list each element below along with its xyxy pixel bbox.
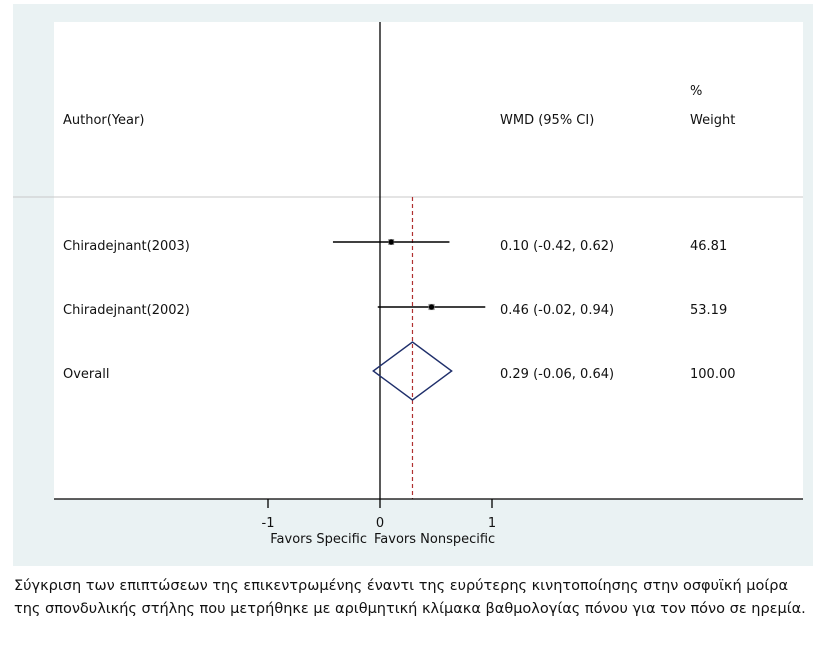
study-point-1 xyxy=(388,239,394,245)
header-weight: Weight xyxy=(690,113,735,128)
study-label-1: Chiradejnant(2003) xyxy=(63,239,190,254)
study-weight-2: 53.19 xyxy=(690,303,727,318)
figure-caption: Σύγκριση των επιπτώσεων της επικεντρωμέν… xyxy=(14,578,806,617)
study-ci-text-2: 0.46 (-0.02, 0.94) xyxy=(500,303,614,318)
header-estimate: WMD (95% CI) xyxy=(500,113,594,128)
overall-weight: 100.00 xyxy=(690,367,736,382)
header-study: Author(Year) xyxy=(63,113,144,128)
x-tick-label-0: 0 xyxy=(376,516,384,531)
x-tick-label-1: 1 xyxy=(488,516,496,531)
study-weight-1: 46.81 xyxy=(690,239,727,254)
x-tick-label-neg1: -1 xyxy=(262,516,275,531)
study-label-2: Chiradejnant(2002) xyxy=(63,303,190,318)
favors-left-label: Favors Specific xyxy=(270,532,367,547)
figure-panel: Author(Year) WMD (95% CI) % Weight Chira… xyxy=(13,4,813,566)
forest-plot-area: Author(Year) WMD (95% CI) % Weight Chira… xyxy=(13,22,803,547)
study-ci-text-1: 0.10 (-0.42, 0.62) xyxy=(500,239,614,254)
overall-ci-text: 0.29 (-0.06, 0.64) xyxy=(500,367,614,382)
overall-label: Overall xyxy=(63,367,109,382)
header-weight-symbol: % xyxy=(690,84,702,99)
overall-diamond xyxy=(372,341,453,401)
forest-plot: Author(Year) WMD (95% CI) % Weight Chira… xyxy=(13,22,803,547)
favors-right-label: Favors Nonspecific xyxy=(374,532,495,547)
study-point-2 xyxy=(428,304,435,310)
